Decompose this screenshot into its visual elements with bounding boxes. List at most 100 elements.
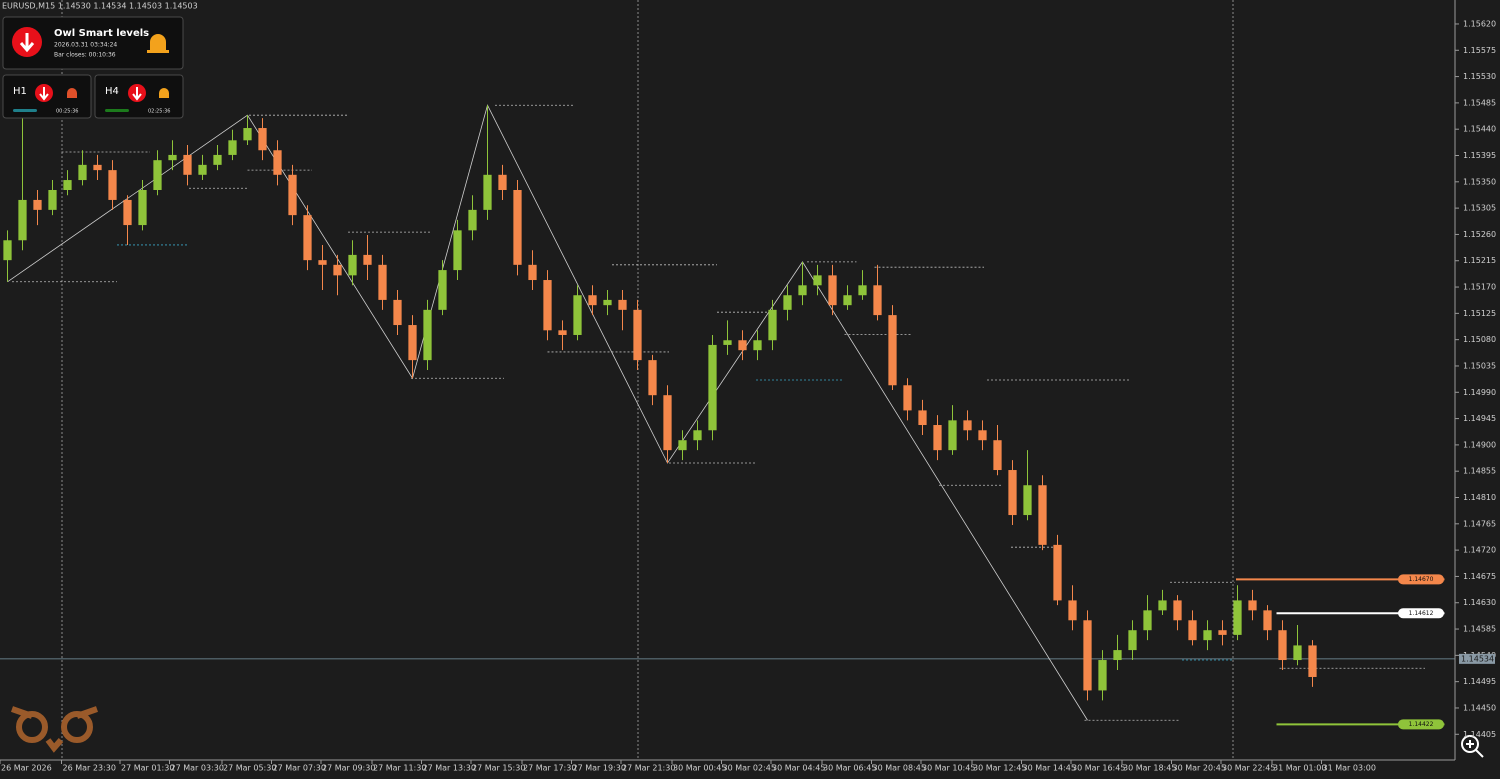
y-tick-label: 1.14675 [1463, 572, 1496, 581]
y-tick-label: 1.14720 [1463, 546, 1496, 555]
candle-body [738, 340, 747, 351]
down-arrow [39, 87, 49, 101]
candle-body [663, 395, 672, 451]
timeframe-label: H4 [105, 86, 119, 97]
zoom-lens[interactable] [1461, 735, 1479, 753]
price-level-box [1398, 608, 1444, 619]
candle-body [288, 174, 297, 216]
y-tick-label: 1.15170 [1463, 283, 1496, 292]
price-level-label: 1.14670 [1409, 576, 1434, 583]
candle-body [783, 295, 792, 310]
x-tick-label: 30 Mar 04:45 [772, 764, 825, 773]
candle-body [813, 275, 822, 286]
candle-body [483, 174, 492, 210]
y-tick-label: 1.14945 [1463, 414, 1496, 423]
candle-body [978, 430, 987, 441]
zoom-handle[interactable] [1466, 740, 1484, 758]
progress-bar [13, 109, 37, 112]
candle-body [1083, 620, 1092, 691]
y-tick-label: 1.15215 [1463, 256, 1496, 265]
logo-brows [11, 706, 98, 753]
x-tick-label: 30 Mar 22:45 [1222, 764, 1275, 773]
candle-body [453, 230, 462, 271]
candle-body [48, 190, 57, 210]
y-tick-label: 1.14990 [1463, 388, 1496, 397]
candle-body [858, 285, 867, 296]
candle-body [378, 264, 387, 300]
price-level-label: 1.14422 [1409, 721, 1434, 728]
candle-body [1278, 630, 1287, 661]
candle-body [1098, 660, 1107, 691]
candle-body [108, 170, 117, 200]
y-tick-label: 1.15620 [1463, 19, 1496, 28]
x-tick-label: 27 Mar 01:30 [121, 764, 174, 773]
zoom-icon[interactable] [1461, 735, 1484, 758]
x-tick-label: 30 Mar 02:45 [723, 764, 776, 773]
candle-body [153, 160, 162, 190]
x-tick-label: 30 Mar 14:45 [1023, 764, 1076, 773]
candle-body [903, 385, 912, 411]
candle-body [273, 150, 282, 175]
x-tick-label: 27 Mar 13:30 [423, 764, 476, 773]
bid-label-box [1459, 653, 1495, 664]
y-tick-label: 1.14855 [1463, 467, 1496, 476]
bar-closes: Bar closes: 00:10:36 [54, 52, 116, 59]
y-tick-label: 1.14765 [1463, 519, 1496, 528]
candle-body [1068, 600, 1077, 621]
candle-body [438, 270, 447, 310]
x-tick-label: 30 Mar 18:45 [1123, 764, 1176, 773]
candle-body [468, 209, 477, 231]
x-tick-label: 27 Mar 09:30 [322, 764, 375, 773]
candle-body [33, 199, 42, 210]
price-level-label: 1.14612 [1409, 610, 1434, 617]
y-tick-label: 1.15260 [1463, 230, 1496, 239]
candle-body [873, 285, 882, 316]
x-tick-label: 30 Mar 16:45 [1072, 764, 1125, 773]
candle-body [1233, 600, 1242, 635]
candle-body [633, 309, 642, 361]
candle-body [618, 299, 627, 310]
x-tick-label: 27 Mar 19:30 [573, 764, 626, 773]
candle-body [708, 344, 717, 431]
candle-body [753, 340, 762, 351]
candle-body [1203, 630, 1212, 641]
x-tick-label: 27 Mar 21:30 [622, 764, 675, 773]
x-tick-label: 30 Mar 10:45 [922, 764, 975, 773]
candle-body [843, 295, 852, 306]
h4-card: H4 02:25:36 [94, 74, 184, 119]
x-tick-label: 31 Mar 03:00 [1323, 764, 1376, 773]
y-tick-label: 1.14900 [1463, 440, 1496, 449]
candle-body [318, 260, 327, 265]
price-level-box [1398, 719, 1444, 730]
candle-body [423, 309, 432, 361]
y-tick-label: 1.15125 [1463, 309, 1496, 318]
x-tick-label: 27 Mar 17:30 [523, 764, 576, 773]
candle-body [168, 154, 177, 161]
owl-logo [11, 706, 98, 753]
alarm-icon [147, 34, 169, 53]
x-tick-label: 26 Mar 23:30 [63, 764, 116, 773]
timer: 02:25:36 [148, 109, 170, 115]
candle-body [3, 240, 12, 261]
candle-body [1143, 610, 1152, 631]
y-tick-label: 1.14810 [1463, 493, 1496, 502]
candle-body [1173, 600, 1182, 621]
down-arrow [132, 87, 142, 101]
price-level-box [1398, 574, 1444, 585]
down-arrow [19, 33, 35, 53]
candle-body [558, 330, 567, 335]
candle-body [1188, 620, 1197, 641]
y-tick-label: 1.15395 [1463, 151, 1496, 160]
candle-body [693, 430, 702, 441]
chart-title: EURUSD,M15 1.14530 1.14534 1.14503 1.145… [2, 2, 198, 11]
plot-area: 1.14670 1.14612 1.14422 [0, 95, 1455, 730]
candle-body [963, 420, 972, 431]
panel-box [2, 16, 184, 70]
candle-body [63, 180, 72, 190]
candle-body [1008, 470, 1017, 516]
timeframe-label: H1 [13, 86, 27, 97]
candle-body [1158, 600, 1167, 611]
y-tick-label: 1.15305 [1463, 204, 1496, 213]
candle-body [573, 295, 582, 335]
